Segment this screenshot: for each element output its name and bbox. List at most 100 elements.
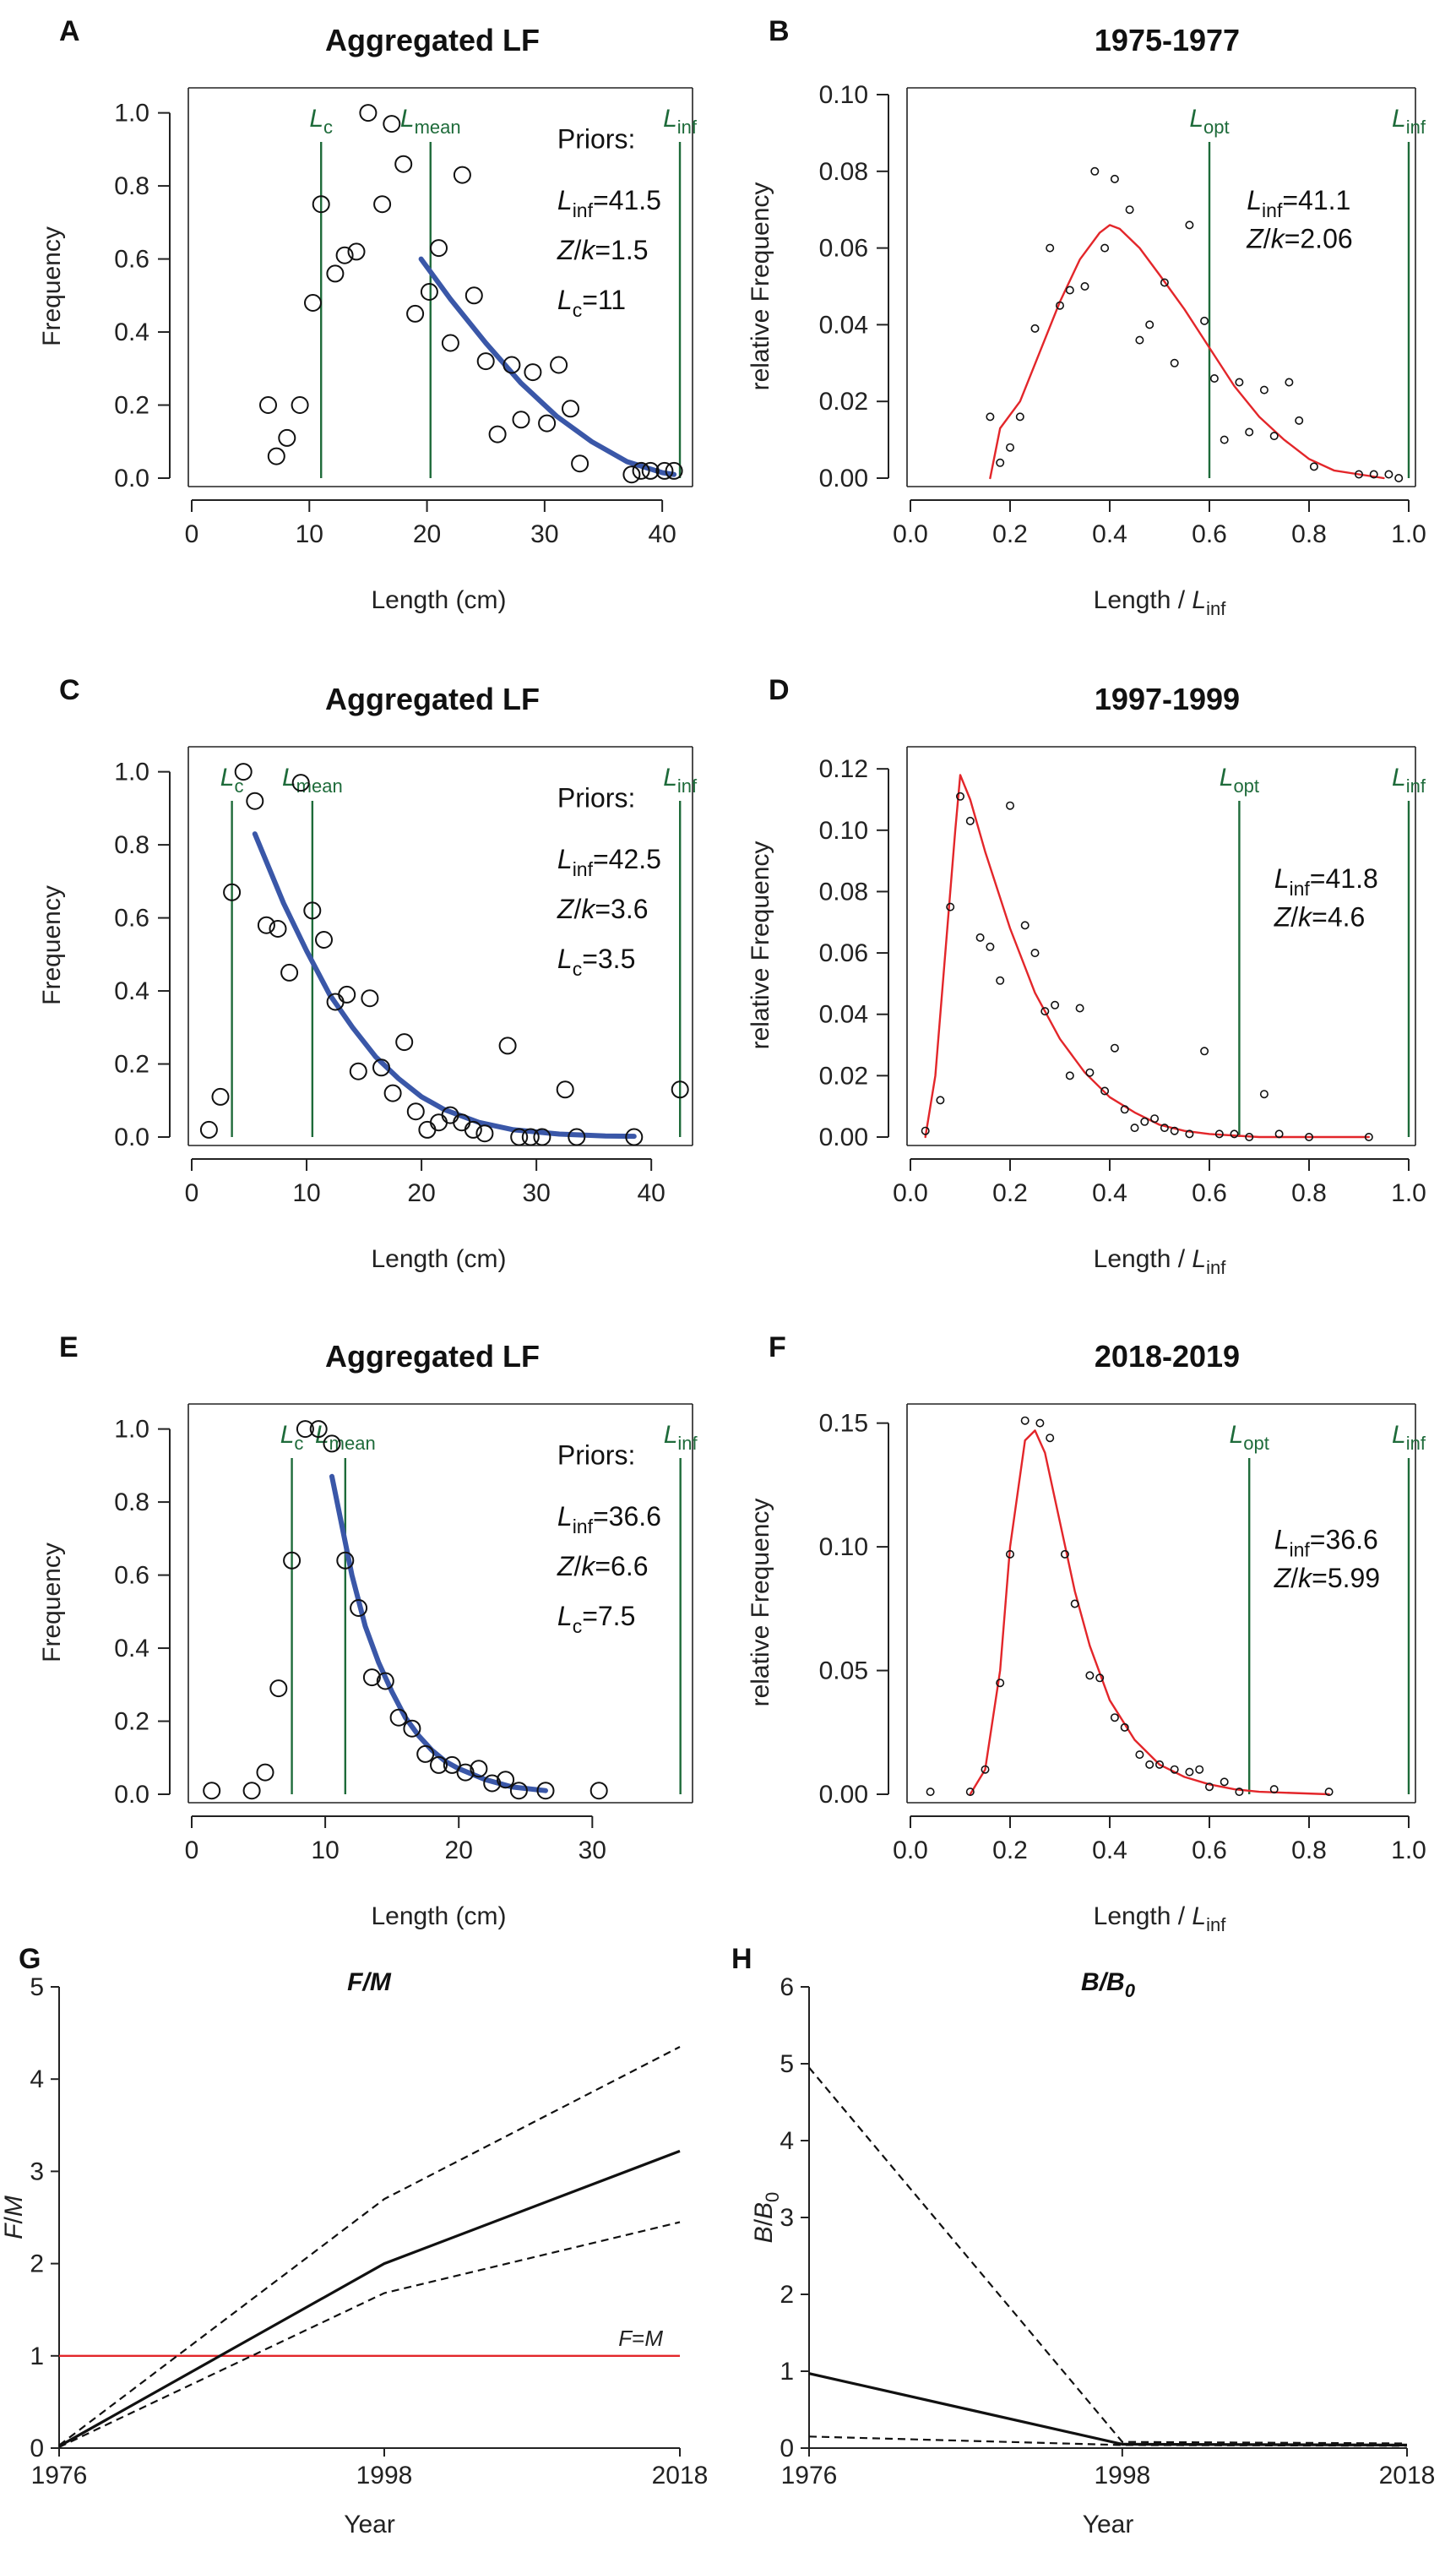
data-point bbox=[1295, 416, 1304, 425]
y-tick-label: 0.00 bbox=[819, 1781, 868, 1809]
vline-label-linf: Linf bbox=[663, 764, 698, 797]
x-tick-label: 0.4 bbox=[1092, 1836, 1127, 1864]
data-point bbox=[259, 396, 277, 414]
y-tick-label: 0.8 bbox=[114, 172, 149, 200]
data-point bbox=[1269, 1785, 1279, 1794]
data-point bbox=[418, 1120, 437, 1139]
x-tick-label: 1976 bbox=[31, 2462, 88, 2489]
y-tick-label: 0.6 bbox=[114, 905, 149, 933]
data-point bbox=[1006, 1549, 1015, 1559]
x-tick-label: 2018 bbox=[652, 2462, 709, 2489]
data-point bbox=[1125, 205, 1134, 215]
data-point bbox=[1200, 1047, 1209, 1056]
y-tick-label: 0.10 bbox=[819, 81, 868, 109]
y-tick-label: 0.10 bbox=[819, 1533, 868, 1561]
data-point bbox=[291, 774, 310, 792]
x-tick-label: 0.6 bbox=[1192, 1836, 1227, 1864]
data-point bbox=[1110, 1713, 1119, 1722]
y-tick-label: 0.8 bbox=[114, 1488, 149, 1516]
y-tick-label: 1.0 bbox=[114, 759, 149, 786]
data-point bbox=[470, 1760, 488, 1778]
data-point bbox=[291, 396, 309, 414]
data-point bbox=[1051, 1000, 1060, 1009]
data-point bbox=[335, 246, 354, 264]
data-point bbox=[1364, 1133, 1373, 1142]
data-point bbox=[359, 104, 378, 122]
y-tick-label: 3 bbox=[30, 2158, 44, 2185]
x-tick-label: 0.0 bbox=[893, 520, 928, 548]
y-tick-label: 2 bbox=[30, 2250, 44, 2278]
data-point bbox=[372, 1058, 390, 1077]
note-priors: Priors: bbox=[557, 783, 635, 813]
fit-curve bbox=[969, 1429, 1330, 1796]
data-point bbox=[568, 1128, 586, 1146]
y-tick-label: 4 bbox=[780, 2127, 794, 2155]
data-point bbox=[1006, 443, 1015, 452]
x-tick-label: 30 bbox=[579, 1836, 606, 1864]
data-point bbox=[1185, 1767, 1194, 1777]
panel-label: D bbox=[769, 674, 790, 706]
note-zk: Z/k=4.6 bbox=[1274, 901, 1366, 932]
y-tick-label: 0.06 bbox=[819, 939, 868, 967]
data-point bbox=[361, 989, 379, 1008]
y-tick-label: 0.6 bbox=[114, 1562, 149, 1590]
data-point bbox=[267, 447, 285, 465]
data-point bbox=[1040, 1007, 1050, 1016]
data-point bbox=[211, 1087, 230, 1106]
data-point bbox=[655, 461, 674, 480]
x-tick-label: 30 bbox=[530, 520, 558, 548]
data-point bbox=[1155, 1760, 1165, 1769]
data-point bbox=[1200, 316, 1209, 325]
y-axis-label: Frequency bbox=[38, 1543, 66, 1662]
data-point bbox=[1185, 1129, 1194, 1139]
data-point bbox=[430, 1755, 448, 1774]
fit-curve bbox=[418, 256, 677, 477]
fit-curve bbox=[329, 1473, 548, 1793]
data-point bbox=[550, 356, 568, 374]
x-axis-label: Length (cm) bbox=[371, 1245, 506, 1273]
data-point bbox=[389, 1708, 408, 1727]
data-point bbox=[1140, 1117, 1149, 1126]
y-tick-label: 1 bbox=[780, 2358, 794, 2386]
data-point bbox=[497, 1771, 515, 1789]
data-point bbox=[1150, 1114, 1160, 1124]
data-point bbox=[395, 1033, 414, 1052]
series-lower bbox=[58, 2221, 681, 2448]
chart-title: Aggregated LF bbox=[325, 682, 540, 716]
data-point bbox=[1369, 470, 1378, 479]
data-point bbox=[1130, 1124, 1139, 1133]
x-axis-label: Year bbox=[344, 2511, 395, 2538]
panel-e: E Aggregated LF 0 10 20 30 0.0 0.2 0.4 0.6 0.8 1.0 L… bbox=[38, 1331, 698, 1930]
y-tick-label: 0.08 bbox=[819, 878, 868, 906]
data-point bbox=[456, 1763, 475, 1782]
data-point bbox=[1170, 1126, 1179, 1135]
data-point bbox=[1220, 1777, 1229, 1787]
data-point bbox=[625, 1128, 644, 1146]
data-point bbox=[347, 242, 366, 261]
data-point bbox=[1035, 1418, 1045, 1428]
data-point bbox=[1170, 1765, 1179, 1774]
hline-label: F=M bbox=[618, 2326, 663, 2351]
panel-label: A bbox=[59, 15, 80, 47]
data-point bbox=[483, 1774, 502, 1793]
series-median bbox=[58, 2149, 681, 2448]
data-point bbox=[622, 465, 641, 484]
data-point bbox=[1100, 1086, 1110, 1096]
data-point bbox=[430, 1113, 448, 1132]
data-point bbox=[280, 963, 299, 982]
data-point bbox=[1259, 1090, 1269, 1099]
data-point bbox=[443, 1755, 461, 1774]
y-axis-label: relative Frequency bbox=[747, 182, 774, 391]
data-point bbox=[1245, 1133, 1254, 1142]
data-point bbox=[1135, 335, 1144, 345]
series-upper bbox=[58, 2046, 681, 2446]
data-point bbox=[349, 1062, 367, 1080]
vline-label-lopt: Lopt bbox=[1189, 105, 1229, 138]
data-point bbox=[996, 458, 1005, 467]
note-lc: Lc=7.5 bbox=[557, 1601, 635, 1637]
data-point bbox=[336, 1551, 355, 1570]
data-point bbox=[203, 1782, 221, 1800]
data-point bbox=[1305, 1133, 1314, 1142]
data-point bbox=[234, 763, 253, 781]
panel-label: H bbox=[731, 1943, 752, 1975]
